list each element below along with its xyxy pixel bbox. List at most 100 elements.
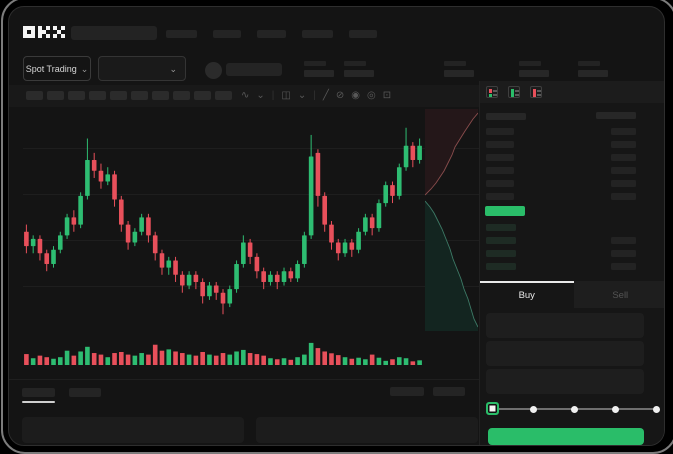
bottom-action-placeholder[interactable] [433,387,465,396]
tab-buy[interactable]: Buy [480,281,574,308]
gridline [23,194,479,195]
toolbar-item-placeholder[interactable] [194,91,211,100]
candle-style-icon[interactable]: ◫ [281,90,291,101]
toolbar-item-placeholder[interactable] [131,91,148,100]
stat-value-placeholder [519,70,549,77]
bottom-action-placeholder[interactable] [390,387,424,396]
settings-icon[interactable]: ◎ [367,90,376,101]
ask-row-placeholder[interactable] [611,141,636,148]
slider-stop[interactable] [611,406,619,413]
volume-bar [119,352,124,365]
bid-row-placeholder[interactable] [611,250,636,257]
camera-icon[interactable]: ◉ [351,90,360,101]
bottom-tab-active[interactable] [22,388,55,397]
volume-bar [390,359,395,365]
candle-body [410,145,416,161]
toolbar-item-placeholder[interactable] [26,91,43,100]
volume-bar [315,348,321,365]
candle-body [213,285,219,293]
stat-placeholder [344,61,374,77]
ask-row-placeholder[interactable] [486,154,514,161]
volume-bar [71,355,77,365]
candle-body [254,256,260,272]
app-window: Spot Trading ⌄ ⌄ ∿ ⌄ | ◫ ⌄ | ╱ ⊘ ◉ ◎ ⊡ Buy Sell [8,6,665,446]
slider-stop[interactable] [652,406,660,413]
volume-bar [234,351,239,365]
nav-item-placeholder[interactable] [166,30,197,38]
submit-buy-button[interactable] [488,428,644,445]
bid-row-placeholder[interactable] [486,224,516,231]
timeframe-placeholders [26,91,232,100]
avatar[interactable] [205,62,222,79]
candlestick-chart[interactable] [23,109,423,333]
row-mark [537,90,541,92]
slider-stop[interactable] [570,406,578,413]
toolbar-item-placeholder[interactable] [89,91,106,100]
bid-row-placeholder[interactable] [611,237,636,244]
candle-body [302,235,307,265]
toolbar-item-placeholder[interactable] [110,91,127,100]
slider-handle[interactable] [486,402,499,415]
volume-bar [132,355,138,365]
market-selector-button[interactable]: Spot Trading ⌄ [23,56,91,81]
volume-bar [220,353,226,365]
volume-bar [268,358,273,365]
ask-row-placeholder[interactable] [486,141,514,148]
toolbar-item-placeholder[interactable] [152,91,169,100]
bottom-tab[interactable] [69,388,101,397]
pair-dropdown[interactable]: ⌄ [98,56,186,81]
divider: | [313,90,316,101]
nav-item-placeholder[interactable] [349,30,377,38]
order-input-placeholder[interactable] [486,313,644,338]
ask-row-placeholder[interactable] [486,193,514,200]
bid-row-placeholder[interactable] [486,263,516,270]
tab-sell[interactable]: Sell [573,281,664,308]
bid-row-placeholder[interactable] [486,237,516,244]
toolbar-item-placeholder[interactable] [173,91,190,100]
fullscreen-icon[interactable]: ⊡ [382,90,392,101]
order-input-placeholder[interactable] [486,341,644,366]
volume-bar [30,358,36,365]
volume-bar [78,351,83,365]
chevron-down-icon[interactable]: ⌄ [297,90,307,101]
toolbar-item-placeholder[interactable] [215,91,232,100]
ask-row-placeholder[interactable] [611,154,636,161]
bid-row-placeholder[interactable] [611,263,636,270]
ask-row-placeholder[interactable] [611,180,636,187]
indicator-zigzag-icon[interactable]: ∿ [241,90,250,101]
line-tool-icon[interactable]: ╱ [322,90,329,101]
volume-bar [44,357,50,365]
toolbar-item-placeholder[interactable] [68,91,85,100]
book-sell-icon[interactable] [530,86,542,98]
ask-row-placeholder[interactable] [486,167,514,174]
last-price-badge[interactable] [485,206,525,216]
candle-body [207,285,212,297]
ask-row-placeholder[interactable] [486,180,514,187]
ask-row-placeholder[interactable] [611,167,636,174]
book-buy-icon[interactable] [508,86,520,98]
book-all-icon[interactable] [486,86,498,98]
slider-stop[interactable] [529,406,537,413]
candle-body [193,274,199,282]
volume-bar [410,361,416,365]
candle-body [295,264,300,279]
ask-row-placeholder[interactable] [611,128,636,135]
ask-row-placeholder[interactable] [486,128,514,135]
ask-row-placeholder[interactable] [611,193,636,200]
candle-body [342,242,348,254]
order-input-placeholder[interactable] [486,369,644,394]
chevron-down-icon[interactable]: ⌄ [256,90,265,101]
eraser-icon[interactable]: ⊘ [335,90,345,101]
stat-label-placeholder [444,61,466,66]
gridline [23,286,479,287]
candle-body [363,217,368,232]
nav-item-placeholder[interactable] [302,30,333,38]
row-mark [515,90,519,92]
bid-row-placeholder[interactable] [486,250,516,257]
nav-item-placeholder[interactable] [257,30,286,38]
nav-item-placeholder[interactable] [213,30,241,38]
toolbar-item-placeholder[interactable] [47,91,64,100]
volume-bar [85,346,90,365]
okx-logo-icon[interactable] [23,26,65,38]
logo-letter-X [53,26,65,38]
